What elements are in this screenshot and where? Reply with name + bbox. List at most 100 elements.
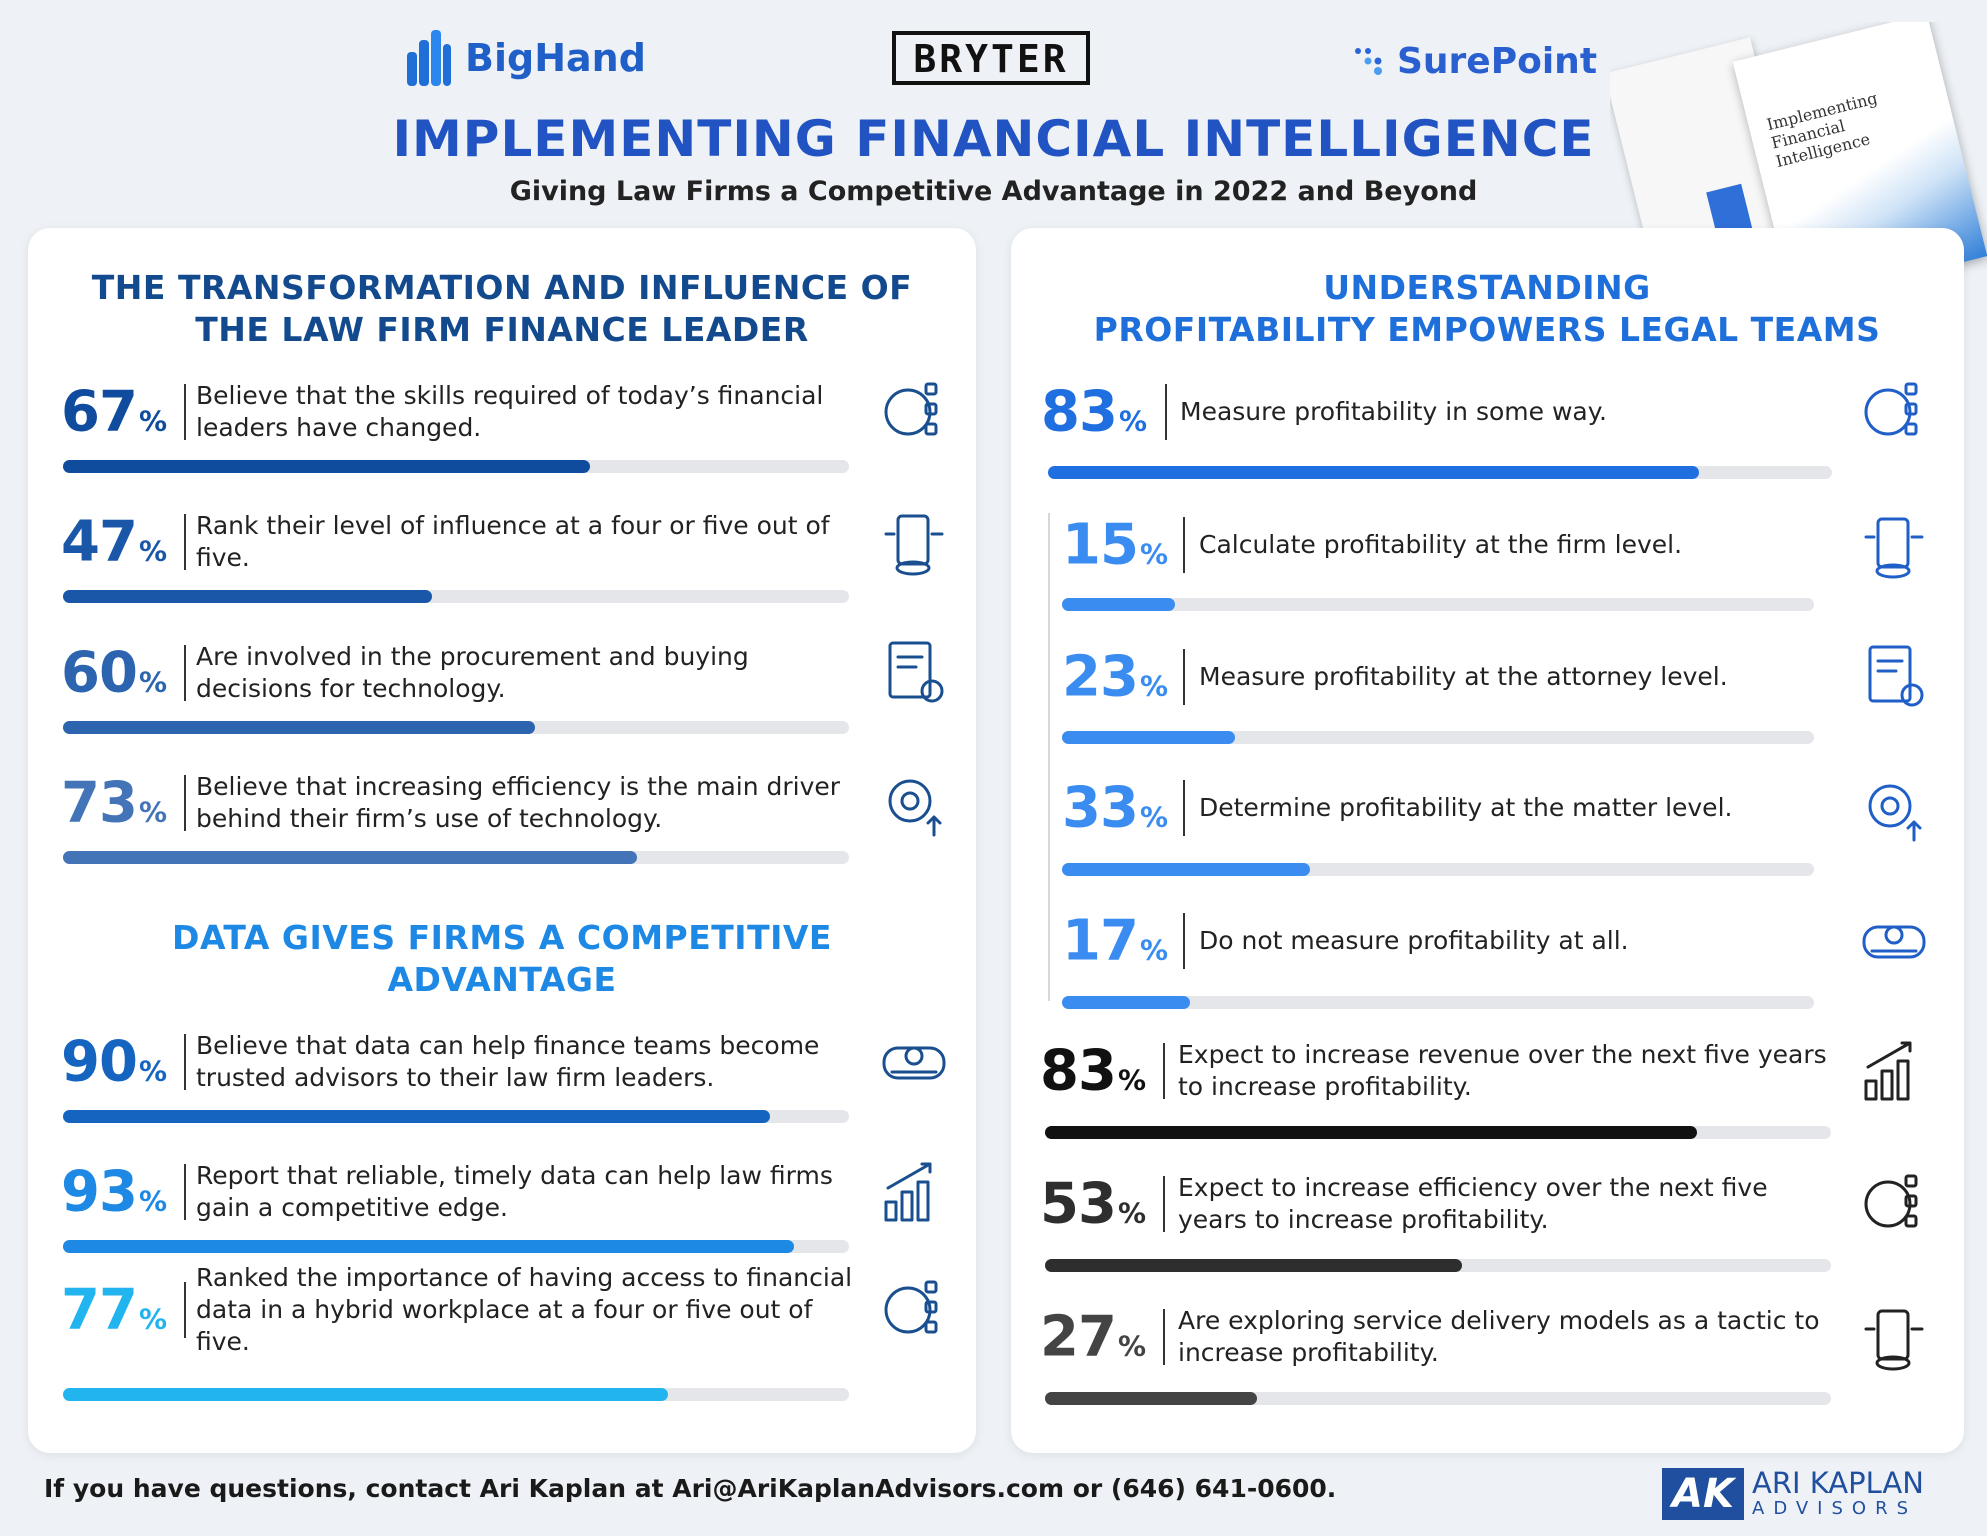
bar-track	[63, 1110, 849, 1123]
stat-value: 27%	[1040, 1305, 1146, 1370]
statement: Believe that the skills required of toda…	[196, 381, 824, 442]
surepoint-logo: SurePoint	[1353, 36, 1597, 86]
stat-unit: %	[1139, 800, 1168, 834]
statement: Are involved in the procurement and buyi…	[196, 642, 749, 703]
stat-unit: %	[138, 665, 167, 699]
row-icon	[888, 641, 944, 703]
page-title: IMPLEMENTING FINANCIAL INTELLIGENCE	[392, 110, 1595, 168]
bar	[1045, 1126, 1698, 1139]
row-icon	[1864, 382, 1918, 436]
divider	[184, 384, 186, 440]
stat-value: 73%	[61, 771, 167, 836]
stat-value: 90%	[61, 1030, 167, 1095]
divider	[184, 645, 186, 701]
statement: Believe that data can help finance teams…	[196, 1031, 820, 1092]
statement: Measure profitability in some way.	[1180, 397, 1607, 426]
surepoint-icon	[1355, 48, 1382, 75]
logo-text: BigHand	[465, 36, 646, 80]
bar-track	[63, 590, 849, 603]
row-icon	[1868, 784, 1922, 842]
stat-number: 27	[1040, 1304, 1117, 1370]
bar	[1045, 1259, 1462, 1272]
stat-number: 90	[61, 1029, 138, 1095]
stat-unit: %	[138, 1184, 167, 1218]
stat-value: 23%	[1062, 645, 1168, 710]
group-bracket	[1048, 513, 1050, 1001]
row-icon	[1864, 517, 1924, 579]
divider	[184, 1282, 186, 1338]
divider	[1183, 649, 1185, 705]
bar	[63, 851, 637, 864]
section-heading: THE LAW FIRM FINANCE LEADER	[195, 310, 809, 349]
ari-kaplan-logo: AK ARI KAPLAN ADVISORS	[1662, 1468, 1924, 1520]
statement: Expect to increase efficiency over the n…	[1178, 1173, 1768, 1234]
divider	[1183, 780, 1185, 836]
bar	[63, 1388, 669, 1401]
bar-track	[1062, 863, 1814, 876]
section-heading: ADVANTAGE	[387, 960, 617, 999]
stat-value: 47%	[61, 510, 167, 575]
stat-number: 53	[1040, 1171, 1117, 1237]
bar-track	[1045, 1392, 1831, 1405]
bighand-icon	[407, 30, 451, 86]
bar	[1062, 598, 1175, 611]
row-icon	[1862, 925, 1926, 959]
stat-value: 93%	[61, 1160, 167, 1225]
stat-number: 15	[1062, 512, 1139, 578]
logo-mark: AK	[1662, 1468, 1744, 1520]
stat-number: 47	[61, 509, 138, 575]
stat-value: 83%	[1041, 380, 1147, 445]
right-panel	[1011, 228, 1964, 1453]
stat-number: 33	[1062, 775, 1139, 841]
stat-unit: %	[1139, 537, 1168, 571]
bar-track	[1062, 996, 1814, 1009]
statement: Calculate profitability at the firm leve…	[1199, 530, 1683, 559]
stat-unit: %	[138, 795, 167, 829]
bryter-logo: BRYTER	[892, 31, 1090, 85]
stat-number: 60	[61, 640, 138, 706]
statement: Believe that increasing efficiency is th…	[196, 772, 841, 833]
stat-number: 93	[61, 1159, 138, 1225]
divider	[1163, 1176, 1165, 1232]
bar-track	[63, 1388, 849, 1401]
stat-number: 83	[1041, 379, 1118, 445]
bar	[63, 1240, 794, 1253]
statement: Ranked the importance of having access t…	[196, 1263, 853, 1356]
stat-value: 33%	[1062, 776, 1168, 841]
book-title: Implementing Financial Intelligence	[1764, 88, 1880, 172]
stat-unit: %	[138, 404, 167, 438]
bar	[1062, 731, 1235, 744]
divider	[1183, 517, 1185, 573]
bar-track	[63, 1240, 849, 1253]
stat-unit: %	[138, 1302, 167, 1336]
bar-track	[63, 851, 849, 864]
bar	[1062, 863, 1311, 876]
divider	[184, 1164, 186, 1220]
stat-value: 83%	[1040, 1039, 1146, 1104]
divider	[1163, 1043, 1165, 1099]
section-heading: PROFITABILITY EMPOWERS LEGAL TEAMS	[1093, 310, 1881, 349]
row-icon	[884, 1162, 932, 1222]
bighand-logo: BigHand	[405, 28, 646, 88]
row-icon	[882, 1046, 946, 1080]
stat-value: 67%	[61, 380, 167, 445]
bar	[1062, 996, 1190, 1009]
divider	[184, 514, 186, 570]
bar-track	[1048, 466, 1832, 479]
stat-unit: %	[1117, 1196, 1146, 1230]
footer-contact: If you have questions, contact Ari Kapla…	[44, 1474, 1337, 1503]
stat-number: 23	[1062, 644, 1139, 710]
row-icon	[1864, 1041, 1912, 1101]
stat-unit: %	[1118, 404, 1147, 438]
bar	[1045, 1392, 1258, 1405]
stat-value: 15%	[1062, 513, 1168, 578]
row-icon	[888, 779, 942, 837]
stat-value: 17%	[1062, 909, 1168, 974]
row-icon	[884, 1280, 938, 1334]
stat-number: 17	[1062, 908, 1139, 974]
statement: Determine profitability at the matter le…	[1199, 793, 1733, 822]
bar	[63, 1110, 771, 1123]
row-icon	[1868, 645, 1924, 707]
stat-unit: %	[1117, 1063, 1146, 1097]
bar	[63, 721, 535, 734]
